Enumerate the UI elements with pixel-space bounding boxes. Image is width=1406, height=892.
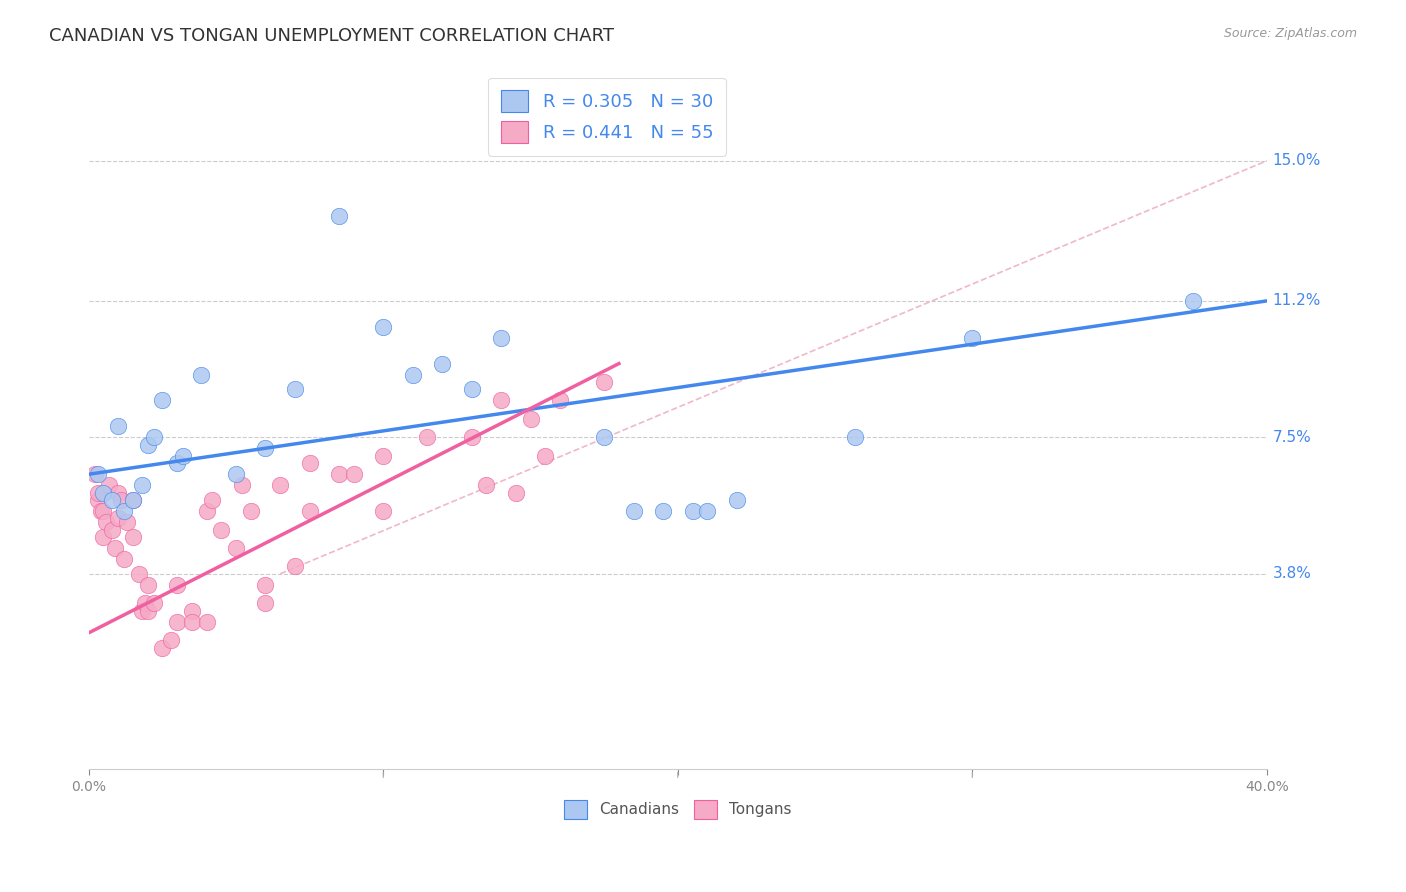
Point [696, 504, 718, 518]
Point [110, 493, 132, 508]
Point [93, 485, 115, 500]
Text: 7.5%: 7.5% [1272, 430, 1312, 445]
Point [131, 604, 153, 618]
Point [505, 485, 527, 500]
Point [166, 456, 188, 470]
Point [172, 449, 194, 463]
Point [201, 493, 224, 508]
Point [593, 430, 616, 444]
Point [131, 478, 153, 492]
Point [225, 467, 247, 482]
Point [682, 504, 704, 518]
Point [134, 596, 156, 610]
Point [195, 615, 218, 629]
Point [269, 478, 291, 492]
Point [725, 493, 748, 508]
Point [844, 430, 866, 444]
Point [86, 493, 108, 508]
Point [962, 331, 984, 345]
Point [548, 393, 571, 408]
Point [107, 485, 129, 500]
Point [180, 615, 202, 629]
Point [128, 566, 150, 581]
Point [328, 467, 350, 482]
Point [231, 478, 253, 492]
Point [373, 449, 395, 463]
Point [136, 578, 159, 592]
Point [115, 515, 138, 529]
Point [83, 467, 105, 482]
Point [489, 393, 512, 408]
Point [86, 467, 108, 482]
Point [107, 419, 129, 434]
Point [122, 493, 145, 508]
Point [86, 485, 108, 500]
Point [239, 504, 262, 518]
Point [122, 493, 145, 508]
Point [104, 541, 127, 555]
Point [101, 523, 124, 537]
Point [519, 412, 541, 426]
Point [623, 504, 645, 518]
Point [460, 383, 482, 397]
Point [534, 449, 557, 463]
Point [254, 442, 277, 456]
Point [284, 559, 307, 574]
Legend: Canadians, Tongans: Canadians, Tongans [558, 794, 799, 825]
Point [142, 596, 165, 610]
Point [373, 319, 395, 334]
Point [225, 541, 247, 555]
Point [136, 438, 159, 452]
Point [254, 578, 277, 592]
Point [298, 456, 321, 470]
Point [136, 604, 159, 618]
Point [593, 375, 616, 389]
Point [98, 478, 121, 492]
Text: CANADIAN VS TONGAN UNEMPLOYMENT CORRELATION CHART: CANADIAN VS TONGAN UNEMPLOYMENT CORRELAT… [49, 27, 614, 45]
Point [160, 633, 183, 648]
Point [402, 368, 425, 382]
Point [101, 493, 124, 508]
Point [112, 552, 135, 566]
Point [1182, 293, 1205, 308]
Point [489, 331, 512, 345]
Point [209, 523, 232, 537]
Point [96, 515, 118, 529]
Point [122, 530, 145, 544]
Point [328, 209, 350, 223]
Point [112, 504, 135, 518]
Text: 15.0%: 15.0% [1272, 153, 1322, 169]
Point [460, 430, 482, 444]
Point [430, 357, 453, 371]
Point [254, 596, 277, 610]
Text: Source: ZipAtlas.com: Source: ZipAtlas.com [1223, 27, 1357, 40]
Point [142, 430, 165, 444]
Point [475, 478, 498, 492]
Point [416, 430, 439, 444]
Point [89, 504, 111, 518]
Point [284, 383, 307, 397]
Point [652, 504, 675, 518]
Point [298, 504, 321, 518]
Point [195, 504, 218, 518]
Point [190, 368, 212, 382]
Point [93, 504, 115, 518]
Point [150, 640, 173, 655]
Point [166, 615, 188, 629]
Point [93, 530, 115, 544]
Point [180, 604, 202, 618]
Point [166, 578, 188, 592]
Point [150, 393, 173, 408]
Point [373, 504, 395, 518]
Text: 11.2%: 11.2% [1272, 293, 1322, 309]
Point [343, 467, 366, 482]
Text: 3.8%: 3.8% [1272, 566, 1312, 582]
Point [107, 511, 129, 525]
